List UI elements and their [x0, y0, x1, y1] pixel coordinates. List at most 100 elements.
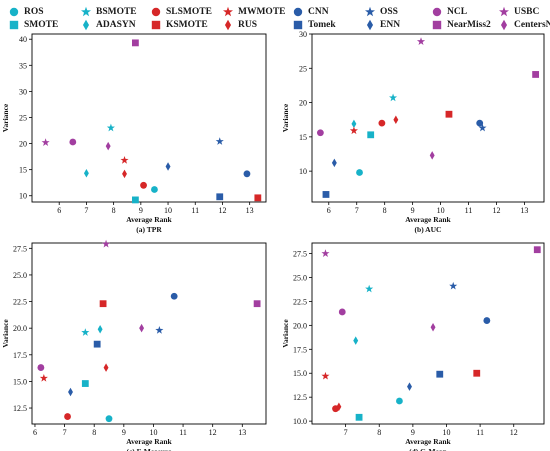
legend-item-ros: ROS: [8, 5, 44, 19]
point-nearmiss2: [253, 300, 261, 308]
point-oss: [449, 281, 458, 290]
point-ncl: [37, 364, 45, 371]
y-tick-label: 40: [19, 35, 27, 44]
point-smote: [81, 380, 89, 387]
mwmote-marker-icon: [223, 6, 233, 17]
x-tick-label: 12: [492, 206, 500, 215]
point-usbc: [102, 239, 111, 248]
y-tick-label: 17.5: [13, 351, 27, 360]
legend-label: BSMOTE: [96, 7, 137, 17]
point-cnn: [476, 119, 484, 127]
x-tick-label: 9: [411, 206, 415, 215]
y-axis-label: Variance: [281, 319, 290, 348]
y-tick-label: 35: [19, 61, 27, 70]
y-tick-label: 10.0: [293, 417, 307, 426]
x-tick-label: 10: [149, 428, 157, 437]
x-tick-label: 11: [191, 206, 199, 215]
x-tick-label: 7: [355, 206, 359, 215]
x-tick-label: 7: [84, 206, 88, 215]
chart-panel-1: 10 15 20 25 30 35 40 6 7 8 9 10 11 12 13 Average Rank(a…: [1, 33, 267, 234]
point-tomek: [322, 191, 330, 198]
point-ncl: [316, 129, 324, 137]
point-rus: [103, 363, 109, 372]
point-bsmote: [389, 93, 398, 102]
y-tick-label: 15.0: [293, 369, 307, 378]
point-slsmote: [378, 119, 386, 127]
x-tick-label: 6: [33, 428, 37, 437]
point-ros: [151, 186, 158, 193]
point-cnn: [243, 170, 251, 178]
point-oss: [478, 123, 487, 132]
legend-label: USBC: [514, 7, 540, 17]
point-rus: [393, 115, 399, 124]
tomek-marker-icon: [293, 20, 303, 30]
ncl-marker-icon: [432, 7, 442, 17]
point-enn: [68, 387, 73, 397]
x-tick-label: 13: [246, 206, 254, 215]
x-tick-label: 9: [411, 428, 415, 437]
x-axis-label: Average Rank: [126, 215, 172, 224]
nearmiss2-marker-icon: [432, 20, 442, 30]
y-tick-label: 22.5: [13, 298, 27, 307]
y-tick-label: 10: [19, 192, 27, 201]
point-ros: [356, 169, 363, 176]
point-bsmote: [365, 284, 374, 293]
point-adasyn: [83, 169, 89, 178]
x-tick-label: 11: [476, 428, 484, 437]
legend-label: CNN: [308, 7, 329, 17]
y-axis-label: Variance: [1, 319, 10, 348]
x-axis-label: Average Rank: [405, 437, 451, 446]
bsmote-marker-icon: [81, 6, 91, 17]
point-mwmote: [39, 373, 48, 382]
x-tick-label: 13: [520, 206, 528, 215]
legend-item-slsmote: SLSMOTE: [150, 5, 212, 19]
x-tick-label: 7: [63, 428, 67, 437]
y-tick-label: 25: [299, 64, 307, 73]
legend-label: OSS: [380, 7, 398, 17]
point-smote: [355, 413, 363, 421]
point-centersnn: [139, 323, 145, 333]
slsmote-marker-icon: [151, 7, 161, 17]
point-enn: [165, 162, 171, 171]
point-nearmiss2: [533, 246, 541, 254]
point-slsmote: [64, 413, 71, 420]
point-ksmote: [254, 194, 262, 202]
point-ksmote: [445, 110, 453, 118]
y-axis-label: Variance: [1, 103, 10, 132]
point-ksmote: [99, 300, 107, 308]
point-nearmiss2: [532, 71, 540, 78]
y-tick-label: 15.0: [13, 377, 27, 386]
x-tick-label: 6: [327, 206, 331, 215]
y-tick-label: 12.5: [13, 404, 27, 413]
oss-marker-icon: [365, 6, 375, 17]
panel-caption: (b) AUC: [415, 225, 442, 234]
x-tick-label: 6: [57, 206, 61, 215]
y-tick-label: 25.0: [293, 273, 307, 282]
x-tick-label: 10: [164, 206, 172, 215]
point-mwmote: [349, 126, 358, 135]
x-tick-label: 9: [122, 428, 126, 437]
point-mwmote: [321, 371, 330, 380]
legend-item-rus: RUS: [222, 18, 257, 32]
x-axis-label: Average Rank: [405, 215, 451, 224]
panel-caption: (d) G-Mean: [409, 447, 448, 451]
legend-label: KSMOTE: [166, 20, 208, 30]
point-enn: [407, 382, 412, 391]
centersnn-marker-icon: [500, 19, 508, 31]
rus-marker-icon: [224, 19, 232, 31]
y-tick-label: 12.5: [293, 393, 307, 402]
x-tick-label: 12: [510, 428, 518, 437]
legend-label: ADASYN: [96, 20, 136, 30]
x-axis-label: Average Rank: [126, 437, 172, 446]
point-centersnn: [105, 141, 111, 151]
usbc-marker-icon: [499, 6, 509, 17]
point-smote: [131, 196, 139, 204]
legend-item-adasyn: ADASYN: [80, 18, 136, 32]
y-tick-label: 27.5: [293, 250, 307, 259]
legend-item-ksmote: KSMOTE: [150, 18, 208, 32]
ksmote-marker-icon: [151, 20, 161, 30]
plot-frame: [311, 33, 545, 203]
x-tick-label: 8: [383, 206, 387, 215]
point-usbc: [416, 37, 426, 45]
